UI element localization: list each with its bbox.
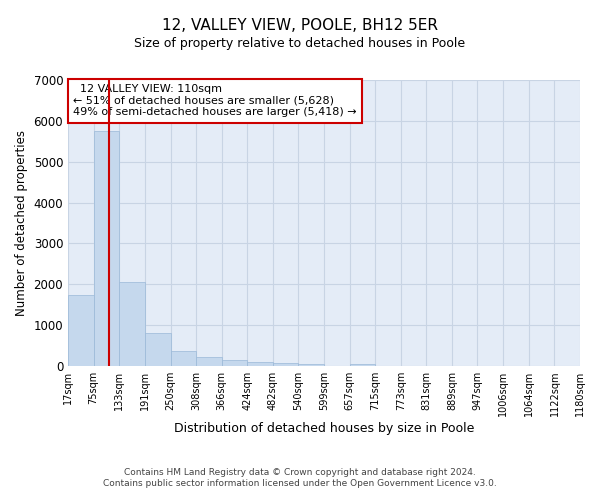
X-axis label: Distribution of detached houses by size in Poole: Distribution of detached houses by size … bbox=[174, 422, 474, 435]
Bar bbox=[221, 360, 247, 366]
Text: 12 VALLEY VIEW: 110sqm  
← 51% of detached houses are smaller (5,628)
49% of sem: 12 VALLEY VIEW: 110sqm ← 51% of detached… bbox=[73, 84, 357, 117]
Y-axis label: Number of detached properties: Number of detached properties bbox=[15, 130, 28, 316]
Text: Size of property relative to detached houses in Poole: Size of property relative to detached ho… bbox=[134, 38, 466, 51]
Bar bbox=[119, 282, 145, 366]
Text: 12, VALLEY VIEW, POOLE, BH12 5ER: 12, VALLEY VIEW, POOLE, BH12 5ER bbox=[162, 18, 438, 32]
Bar bbox=[68, 294, 94, 366]
Bar bbox=[196, 356, 221, 366]
Bar bbox=[170, 351, 196, 366]
Bar bbox=[298, 364, 324, 366]
Bar bbox=[350, 364, 376, 366]
Text: Contains HM Land Registry data © Crown copyright and database right 2024.
Contai: Contains HM Land Registry data © Crown c… bbox=[103, 468, 497, 487]
Bar bbox=[247, 362, 273, 366]
Bar bbox=[273, 364, 298, 366]
Bar bbox=[94, 131, 119, 366]
Bar bbox=[145, 332, 170, 366]
